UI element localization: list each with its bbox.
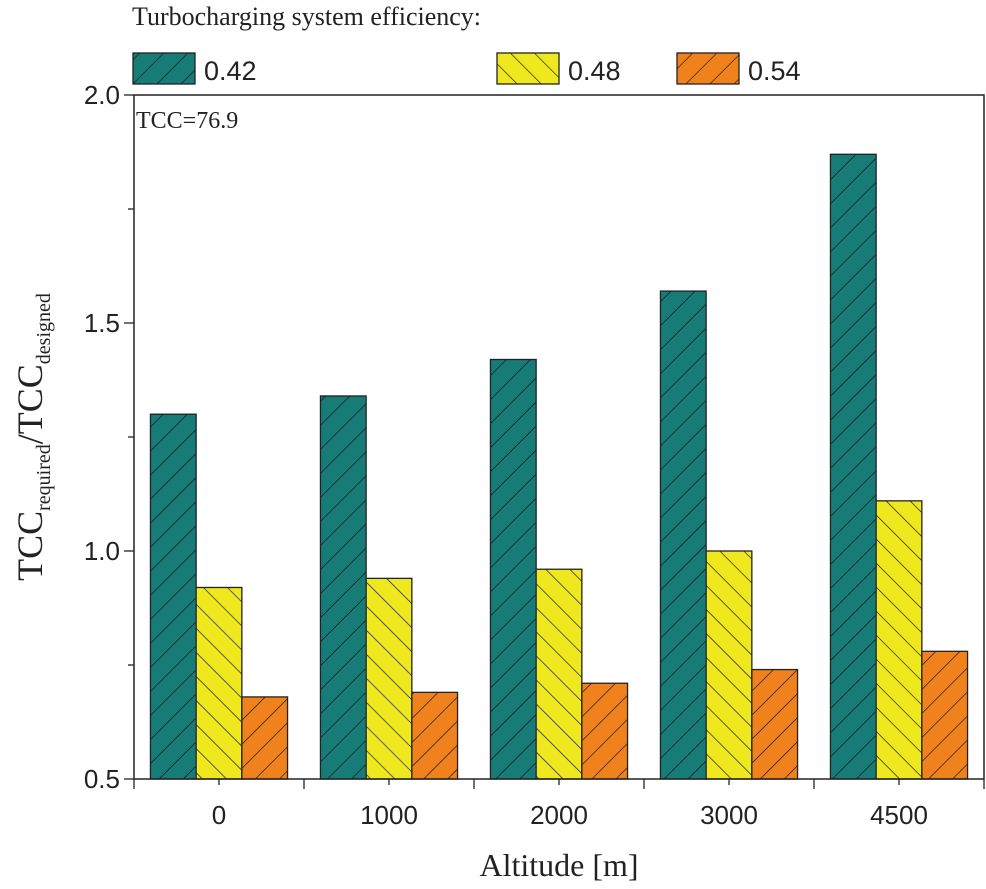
x-tick-label: 2000 <box>530 800 588 830</box>
x-axis-label: Altitude [m] <box>479 847 638 883</box>
bar-0.42-0 <box>149 413 197 780</box>
bar-0.54-2000 <box>581 682 629 780</box>
bar-0.42-1000 <box>319 395 367 780</box>
x-tick-label: 4500 <box>870 800 928 830</box>
bar-0.54-0 <box>241 696 289 780</box>
bars <box>149 153 969 780</box>
bar-0.48-2000 <box>535 568 583 780</box>
legend-swatch <box>496 52 560 85</box>
x-axis: 0 1000 2000 3000 4500 <box>133 779 985 830</box>
x-tick-label: 0 <box>212 800 226 830</box>
x-tick-label: 3000 <box>700 800 758 830</box>
bar-0.54-3000 <box>751 668 799 780</box>
legend: 0.42 0.48 0.54 <box>132 52 801 86</box>
legend-swatch <box>676 52 740 85</box>
legend-item: 0.54 <box>676 52 801 86</box>
bar-0.42-4500 <box>829 153 877 780</box>
bar-0.48-3000 <box>705 550 753 780</box>
bar-0.48-4500 <box>875 500 923 780</box>
bar-0.42-2000 <box>489 358 537 780</box>
bar-0.42-3000 <box>659 290 707 780</box>
y-axis: 0.5 1.0 1.5 2.0 <box>84 80 134 794</box>
legend-item: 0.48 <box>496 52 621 86</box>
legend-title: Turbocharging system efficiency: <box>132 2 481 31</box>
legend-swatch <box>132 52 196 85</box>
y-tick-label: 1.0 <box>84 536 120 566</box>
legend-label: 0.48 <box>568 56 621 86</box>
y-tick-label: 1.5 <box>84 308 120 338</box>
bar-0.54-4500 <box>921 650 969 780</box>
legend-label: 0.42 <box>204 56 257 86</box>
legend-item: 0.42 <box>132 52 257 86</box>
bar-0.54-1000 <box>411 691 459 780</box>
legend-label: 0.54 <box>748 56 801 86</box>
y-tick-label: 2.0 <box>84 80 120 110</box>
x-tick-label: 1000 <box>360 800 418 830</box>
y-tick-label: 0.5 <box>84 764 120 794</box>
y-axis-label: TCCrequired/TCCdesigned <box>10 293 55 581</box>
annotation-tcc: TCC=76.9 <box>136 108 238 134</box>
bar-0.48-1000 <box>365 577 413 780</box>
bar-0.48-0 <box>195 586 243 780</box>
